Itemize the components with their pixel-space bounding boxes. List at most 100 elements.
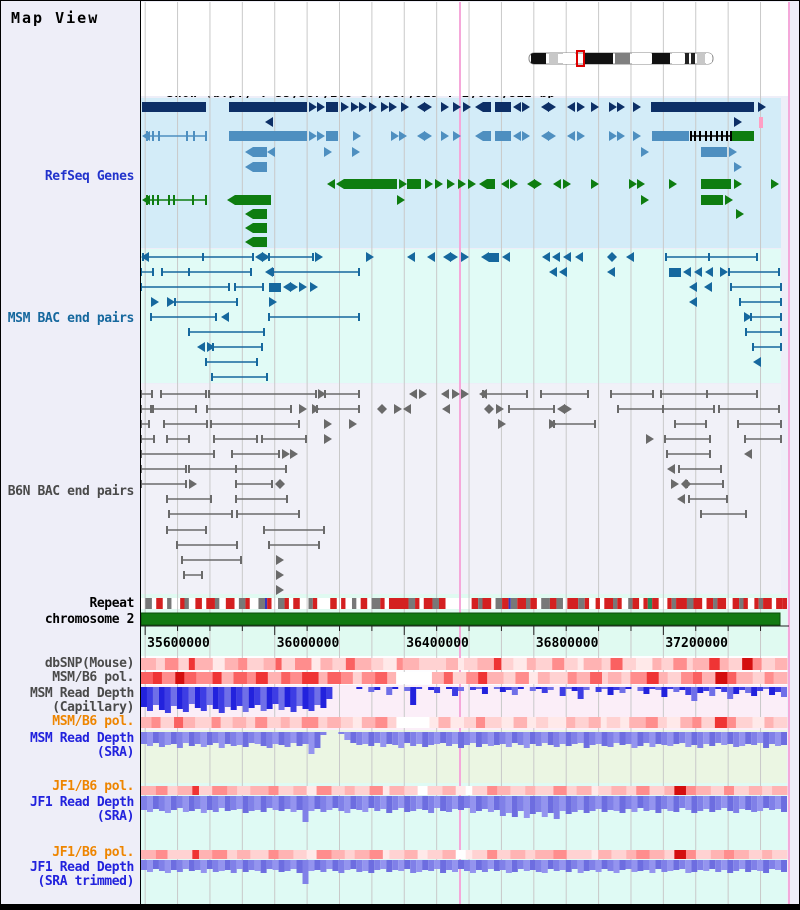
depth-bar[interactable] bbox=[356, 687, 363, 689]
strip-segment[interactable] bbox=[752, 658, 763, 670]
strip-segment[interactable] bbox=[267, 672, 282, 684]
depth-bar[interactable] bbox=[475, 687, 482, 689]
repeat-segment[interactable] bbox=[525, 598, 531, 609]
depth-bar[interactable] bbox=[715, 732, 722, 743]
depth-bar[interactable] bbox=[218, 860, 225, 871]
depth-bar[interactable] bbox=[428, 796, 435, 813]
strip-segment[interactable] bbox=[369, 850, 384, 859]
arrow-right-glyph[interactable] bbox=[452, 389, 460, 399]
feature-box[interactable] bbox=[483, 102, 491, 112]
repeat-segment[interactable] bbox=[388, 598, 409, 609]
depth-bar[interactable] bbox=[146, 796, 153, 812]
strip-segment[interactable] bbox=[626, 850, 637, 859]
strip-segment[interactable] bbox=[155, 658, 166, 670]
depth-bar[interactable] bbox=[182, 860, 189, 869]
depth-bar[interactable] bbox=[499, 860, 506, 870]
depth-bar[interactable] bbox=[242, 732, 249, 747]
track-msm-bac-end-pairs[interactable] bbox=[140, 252, 782, 381]
strip-segment[interactable] bbox=[630, 672, 648, 684]
depth-bar[interactable] bbox=[601, 796, 608, 812]
arrow-left-glyph[interactable] bbox=[753, 357, 761, 367]
strip-segment[interactable] bbox=[552, 658, 565, 670]
strip-segment[interactable] bbox=[246, 672, 257, 684]
depth-bar[interactable] bbox=[571, 687, 578, 691]
strip-segment[interactable] bbox=[327, 672, 342, 684]
strip-segment[interactable] bbox=[352, 672, 363, 684]
depth-bar[interactable] bbox=[673, 732, 680, 744]
strip-segment[interactable] bbox=[417, 786, 429, 795]
strip-segment[interactable] bbox=[361, 717, 376, 728]
arrow-left-glyph[interactable] bbox=[245, 223, 253, 233]
strip-segment[interactable] bbox=[352, 717, 363, 728]
strip-segment[interactable] bbox=[724, 850, 735, 859]
depth-bar[interactable] bbox=[452, 796, 459, 809]
strip-segment[interactable] bbox=[497, 786, 511, 795]
depth-bar[interactable] bbox=[410, 687, 417, 705]
depth-bar[interactable] bbox=[212, 860, 219, 872]
depth-bar[interactable] bbox=[505, 687, 512, 690]
depth-bar[interactable] bbox=[673, 687, 680, 692]
depth-bar[interactable] bbox=[625, 796, 632, 809]
arrow-left-glyph[interactable] bbox=[626, 252, 634, 262]
depth-bar[interactable] bbox=[697, 687, 704, 693]
depth-bar[interactable] bbox=[320, 732, 327, 735]
repeat-segment[interactable] bbox=[556, 598, 563, 609]
strip-segment[interactable] bbox=[692, 658, 710, 670]
strip-segment[interactable] bbox=[673, 658, 688, 670]
strip-segment[interactable] bbox=[497, 850, 511, 859]
depth-bar[interactable] bbox=[535, 687, 542, 689]
feature-box[interactable] bbox=[495, 102, 511, 112]
arrow-left-glyph[interactable] bbox=[542, 252, 550, 262]
depth-bar[interactable] bbox=[649, 796, 656, 810]
arrow-right-glyph[interactable] bbox=[729, 147, 737, 157]
strip-segment[interactable] bbox=[196, 672, 214, 684]
depth-bar[interactable] bbox=[565, 796, 572, 814]
strip-segment[interactable] bbox=[567, 672, 578, 684]
depth-bar[interactable] bbox=[661, 860, 668, 872]
strip-segment[interactable] bbox=[466, 672, 479, 684]
arrow-right-glyph[interactable] bbox=[349, 419, 357, 429]
strip-segment[interactable] bbox=[188, 658, 196, 670]
strip-segment[interactable] bbox=[152, 672, 163, 684]
repeat-segment[interactable] bbox=[758, 598, 764, 609]
arrow-right-glyph[interactable] bbox=[369, 102, 377, 112]
arrow-right-glyph[interactable] bbox=[397, 195, 405, 205]
depth-bar[interactable] bbox=[589, 796, 596, 811]
arrow-left-glyph[interactable] bbox=[427, 252, 435, 262]
strip-segment[interactable] bbox=[293, 786, 308, 795]
strip-segment[interactable] bbox=[316, 850, 332, 859]
depth-bar[interactable] bbox=[721, 860, 728, 870]
depth-bar[interactable] bbox=[374, 860, 381, 870]
depth-bar[interactable] bbox=[152, 732, 159, 743]
arrow-right-glyph[interactable] bbox=[424, 131, 432, 141]
depth-bar[interactable] bbox=[649, 732, 656, 747]
depth-bar[interactable] bbox=[386, 796, 393, 813]
strip-segment[interactable] bbox=[177, 786, 193, 795]
depth-bar[interactable] bbox=[242, 687, 249, 712]
strip-segment[interactable] bbox=[583, 658, 603, 670]
strip-segment[interactable] bbox=[666, 717, 681, 728]
depth-bar[interactable] bbox=[769, 687, 776, 695]
strip-segment[interactable] bbox=[566, 850, 578, 859]
arrow-right-glyph[interactable] bbox=[534, 179, 542, 189]
strip-segment[interactable] bbox=[427, 786, 443, 795]
depth-bar[interactable] bbox=[464, 796, 470, 808]
strip-segment[interactable] bbox=[657, 717, 668, 728]
depth-bar[interactable] bbox=[242, 796, 249, 813]
strip-segment[interactable] bbox=[438, 717, 451, 728]
depth-bar[interactable] bbox=[751, 732, 758, 745]
depth-bar[interactable] bbox=[757, 687, 764, 691]
depth-bar[interactable] bbox=[679, 687, 686, 690]
depth-bar[interactable] bbox=[745, 796, 752, 810]
depth-bar[interactable] bbox=[248, 732, 255, 743]
arrow-left-glyph[interactable] bbox=[475, 102, 483, 112]
depth-bar[interactable] bbox=[278, 732, 285, 745]
depth-bar[interactable] bbox=[176, 732, 183, 748]
strip-segment[interactable] bbox=[472, 850, 488, 859]
depth-bar[interactable] bbox=[583, 860, 590, 871]
depth-bar[interactable] bbox=[685, 687, 692, 695]
strip-segment[interactable] bbox=[220, 717, 234, 728]
depth-bar[interactable] bbox=[344, 732, 351, 740]
strip-segment[interactable] bbox=[255, 672, 269, 684]
strip-segment[interactable] bbox=[667, 672, 682, 684]
